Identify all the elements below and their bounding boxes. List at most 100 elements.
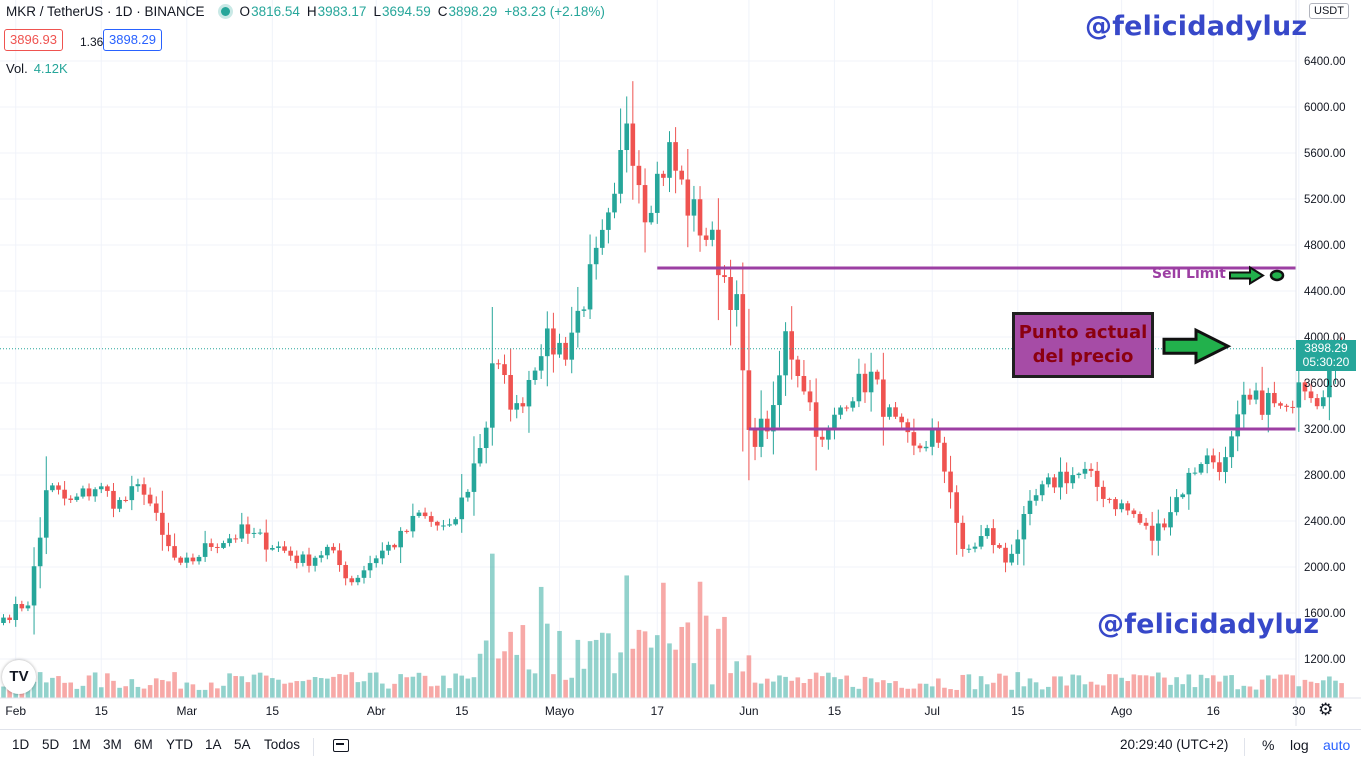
- volume-bar: [1162, 677, 1167, 698]
- price-chart[interactable]: 1200.00 1600.00 2000.00 2400.00 2800.00 3200.…: [0, 0, 1361, 728]
- volume-bar: [294, 681, 300, 698]
- currency-button[interactable]: USDT: [1309, 3, 1349, 19]
- open-value: 3816.54: [251, 4, 300, 19]
- candle-body: [257, 532, 263, 534]
- candle-body: [850, 401, 856, 408]
- volume-bar: [1241, 685, 1247, 698]
- candle-body: [606, 212, 611, 230]
- candle-body: [874, 371, 880, 380]
- timeframe-all[interactable]: Todos: [264, 737, 301, 752]
- timeframe-1a[interactable]: 1A: [205, 737, 222, 752]
- volume-bar: [1113, 674, 1118, 698]
- volume-bar: [709, 684, 715, 698]
- candle-body: [984, 528, 990, 537]
- candle-body: [544, 328, 550, 357]
- candle-body: [508, 375, 513, 410]
- candle-body: [881, 379, 886, 417]
- candle-body: [520, 403, 526, 407]
- candle-body: [422, 512, 428, 517]
- candle-body: [752, 429, 758, 447]
- calendar-icon[interactable]: [333, 739, 349, 752]
- candle-body: [1064, 471, 1069, 484]
- percent-scale-button[interactable]: %: [1262, 737, 1275, 753]
- timeframe-5d[interactable]: 5D: [42, 737, 60, 752]
- x-tick-label: 17: [651, 704, 665, 718]
- candle-body: [233, 538, 238, 540]
- candle-body: [13, 604, 19, 620]
- volume-bar: [447, 688, 452, 698]
- volume-bar: [575, 639, 581, 698]
- timeframe-1d[interactable]: 1D: [12, 737, 30, 752]
- candle-body: [948, 471, 953, 493]
- volume-bar: [221, 685, 226, 698]
- volume-bar: [984, 684, 990, 698]
- volume-bar: [966, 674, 972, 698]
- high-value: 3983.17: [317, 4, 367, 19]
- volume-bar: [459, 675, 465, 698]
- tradingview-logo[interactable]: TV: [2, 660, 36, 694]
- volume-bar: [1107, 674, 1112, 698]
- volume-bar: [587, 641, 593, 698]
- volume-bar: [80, 685, 86, 698]
- timeframe-3m[interactable]: 3M: [103, 737, 122, 752]
- timeframe-5a[interactable]: 5A: [234, 737, 251, 752]
- candle-body: [325, 546, 330, 556]
- buy-price-button[interactable]: 3898.29: [103, 29, 162, 51]
- candle-body: [1003, 547, 1008, 563]
- candle-body: [263, 532, 269, 550]
- volume-bar: [862, 676, 868, 698]
- auto-scale-button[interactable]: auto: [1323, 737, 1351, 753]
- volume-bar: [813, 672, 819, 698]
- candle-body: [355, 577, 361, 583]
- volume-bar: [844, 675, 849, 698]
- y-tick-label: 5200.00: [1304, 194, 1346, 206]
- clock-time[interactable]: 20:29:40 (UTC+2): [1120, 737, 1229, 752]
- volume-bar: [105, 673, 110, 698]
- volume-bar: [777, 675, 782, 698]
- y-tick-label: 6400.00: [1304, 56, 1346, 68]
- candle-body: [318, 555, 324, 558]
- timeframe-6m[interactable]: 6M: [134, 737, 153, 752]
- candle-body: [1204, 455, 1210, 465]
- candle-body: [7, 617, 12, 620]
- candle-body: [801, 375, 807, 392]
- candle-body: [1033, 495, 1039, 501]
- y-tick-label: 2400.00: [1304, 516, 1346, 528]
- candle-body: [74, 496, 80, 500]
- volume-bar: [1229, 675, 1234, 698]
- volume-bar: [92, 672, 98, 698]
- volume-bar: [184, 682, 190, 698]
- gear-icon[interactable]: ⚙: [1318, 700, 1334, 719]
- volume-bar: [349, 672, 355, 698]
- volume-bar: [544, 623, 550, 698]
- candle-body: [245, 524, 251, 534]
- volume-bar: [1327, 676, 1332, 698]
- timeframe-ytd[interactable]: YTD: [166, 737, 193, 752]
- volume-bar: [343, 674, 348, 698]
- volume-bar: [1320, 680, 1326, 698]
- candle-body: [1162, 523, 1167, 528]
- symbol-title[interactable]: MKR / TetherUS · 1D · BINANCE: [6, 4, 205, 19]
- sell-price-button[interactable]: 3896.93: [4, 29, 63, 51]
- volume-bar: [147, 685, 153, 698]
- watermark-top: @felicidadyluz: [1085, 11, 1308, 42]
- volume-bar: [997, 673, 1002, 698]
- volume-bar: [514, 654, 520, 698]
- candle-body: [25, 605, 31, 609]
- candle-body: [1125, 503, 1131, 511]
- timeframe-1m[interactable]: 1M: [72, 737, 91, 752]
- volume-bar: [380, 683, 385, 698]
- volume-label: Vol.: [6, 61, 28, 76]
- candle-body: [410, 515, 416, 532]
- volume-bar: [593, 639, 599, 698]
- volume-bar: [642, 631, 648, 698]
- candle-body: [679, 170, 685, 180]
- candle-body: [31, 566, 37, 606]
- volume-bar: [599, 632, 605, 698]
- volume-bar: [838, 679, 843, 698]
- candle-body: [856, 373, 862, 402]
- log-scale-button[interactable]: log: [1290, 737, 1309, 753]
- candle-body: [887, 407, 892, 417]
- candle-body: [111, 490, 116, 509]
- volume-bar: [129, 679, 135, 698]
